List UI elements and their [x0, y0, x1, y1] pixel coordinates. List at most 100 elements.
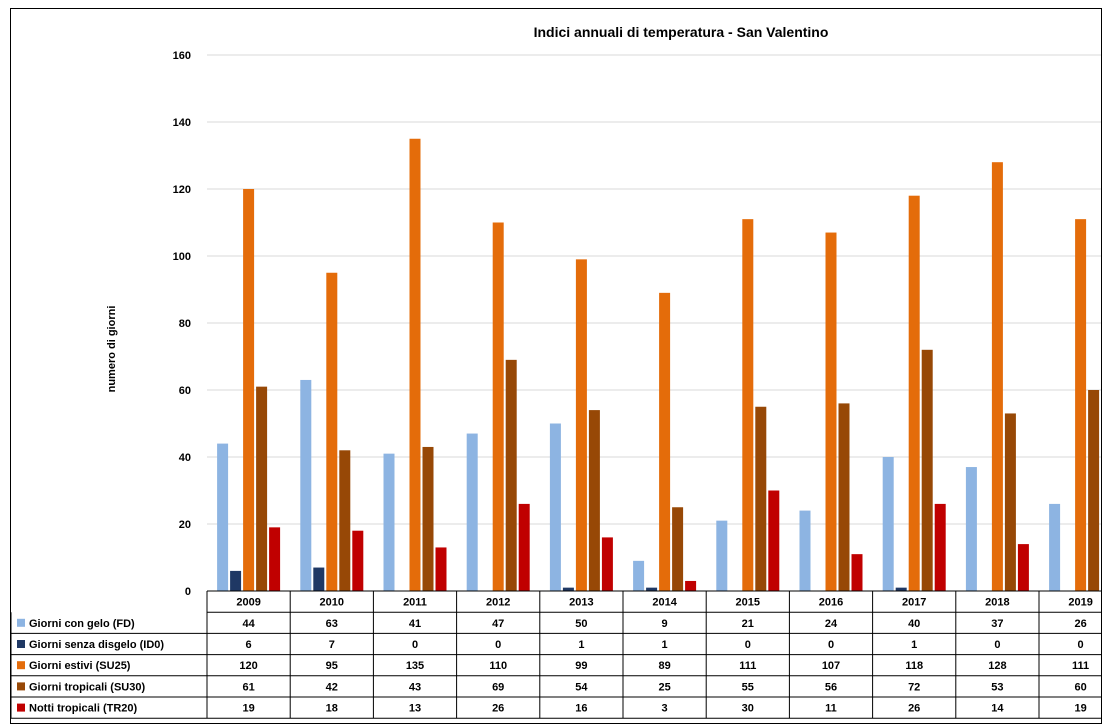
data-cell: 0 — [828, 639, 834, 651]
bar — [1004, 413, 1016, 591]
data-cell: 3 — [662, 703, 668, 715]
bar — [352, 530, 364, 591]
data-cell: 42 — [326, 681, 338, 693]
bar — [965, 467, 977, 591]
legend-label: Giorni estivi (SU25) — [29, 660, 131, 672]
legend-swatch — [17, 682, 25, 691]
x-tick-label: 2014 — [652, 597, 677, 609]
y-axis-label: numero di giorni — [106, 306, 118, 393]
data-cell: 0 — [1078, 639, 1084, 651]
data-cell: 21 — [742, 618, 754, 630]
bar — [685, 580, 697, 591]
bar — [409, 138, 421, 591]
legend-label: Giorni con gelo (FD) — [29, 618, 135, 630]
data-cell: 26 — [908, 703, 920, 715]
y-tick-label: 160 — [173, 50, 191, 62]
x-tick-label: 2010 — [320, 597, 344, 609]
data-cell: 60 — [1074, 681, 1086, 693]
bar — [230, 570, 242, 591]
bar — [921, 349, 933, 591]
bar — [435, 547, 447, 591]
bar — [1017, 544, 1029, 591]
bar — [422, 446, 434, 591]
data-cell: 120 — [239, 660, 257, 672]
data-cell: 1 — [578, 639, 584, 651]
legend-label: Giorni tropicali (SU30) — [29, 681, 145, 693]
x-tick-label: 2017 — [902, 597, 926, 609]
data-cell: 24 — [825, 618, 838, 630]
legend-swatch — [17, 661, 25, 670]
data-cell: 54 — [575, 681, 588, 693]
bar — [601, 537, 613, 591]
data-cell: 0 — [745, 639, 751, 651]
data-table: 2009 2010 2011 2012 2013 2014 2015 2016 2017 2018… — [11, 590, 1101, 719]
data-cell: 99 — [575, 660, 587, 672]
data-cell: 0 — [412, 639, 418, 651]
data-cell: 0 — [994, 639, 1000, 651]
data-cell: 1 — [911, 639, 917, 651]
bar — [825, 232, 837, 592]
data-cell: 56 — [825, 681, 837, 693]
y-tick-label: 0 — [185, 586, 191, 598]
data-cell: 107 — [822, 660, 840, 672]
gridlines — [207, 54, 1101, 525]
data-cell: 69 — [492, 681, 504, 693]
bar — [908, 195, 920, 591]
data-cell: 14 — [991, 703, 1004, 715]
y-tick-label: 80 — [179, 318, 191, 330]
bar — [646, 587, 658, 591]
bar — [991, 162, 1003, 591]
data-cell: 111 — [739, 660, 756, 672]
bar — [768, 490, 780, 591]
bar — [633, 560, 645, 591]
data-cell: 40 — [908, 618, 920, 630]
data-cell: 43 — [409, 681, 421, 693]
x-tick-label: 2009 — [236, 597, 260, 609]
bar — [518, 503, 530, 591]
bar — [492, 222, 504, 591]
bar — [466, 433, 478, 591]
data-cell: 95 — [326, 660, 338, 672]
data-cell: 110 — [489, 660, 507, 672]
data-cell: 30 — [742, 703, 754, 715]
bar — [383, 453, 395, 591]
chart-frame: Indici annuali di temperatura - San Vale… — [10, 8, 1102, 724]
data-cell: 0 — [495, 639, 501, 651]
legend-label: Giorni senza disgelo (ID0) — [29, 639, 164, 651]
data-cell: 7 — [329, 639, 335, 651]
bar — [659, 292, 671, 591]
bar — [313, 567, 325, 591]
bar — [243, 189, 255, 591]
x-tick-label: 2012 — [486, 597, 510, 609]
data-cell: 9 — [662, 618, 668, 630]
data-cell: 118 — [905, 660, 923, 672]
data-cell: 111 — [1072, 660, 1089, 672]
data-cell: 50 — [575, 618, 587, 630]
bar — [882, 457, 894, 591]
bar — [672, 507, 684, 591]
bar — [549, 423, 561, 591]
x-tick-label: 2013 — [569, 597, 593, 609]
data-cell: 26 — [492, 703, 504, 715]
x-tick-label: 2016 — [819, 597, 843, 609]
data-cell: 44 — [242, 618, 255, 630]
x-tick-label: 2019 — [1068, 597, 1092, 609]
data-cell: 55 — [742, 681, 754, 693]
data-cell: 72 — [908, 681, 920, 693]
bar — [1049, 503, 1061, 591]
legend-swatch — [17, 640, 25, 648]
bars — [217, 138, 1100, 592]
data-cell: 37 — [991, 618, 1003, 630]
bar — [1075, 219, 1087, 591]
y-tick-label: 140 — [173, 117, 191, 129]
y-tick-label: 40 — [179, 452, 191, 464]
bar — [1088, 390, 1100, 591]
bar — [505, 359, 517, 591]
bar — [339, 450, 351, 591]
data-cell: 41 — [409, 618, 421, 630]
data-cell: 11 — [825, 703, 837, 715]
chart-title: Indici annuali di temperatura - San Vale… — [534, 24, 829, 40]
data-cell: 128 — [988, 660, 1006, 672]
bar — [256, 386, 268, 591]
y-tick-label: 20 — [179, 519, 191, 531]
